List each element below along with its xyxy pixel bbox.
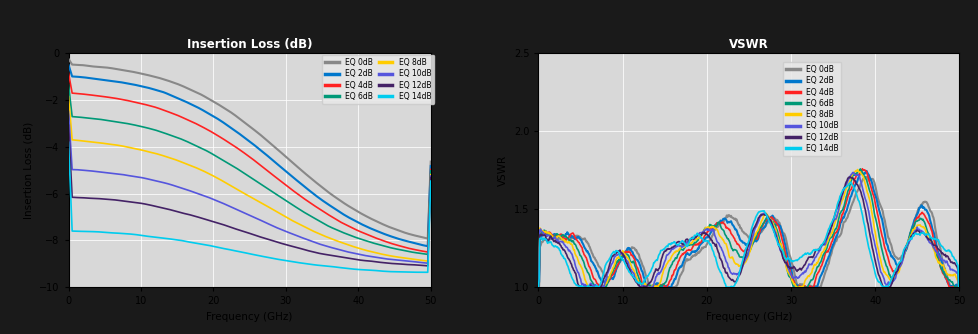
Legend: EQ 0dB, EQ 2dB, EQ 4dB, EQ 6dB, EQ 8dB, EQ 10dB, EQ 12dB, EQ 14dB: EQ 0dB, EQ 2dB, EQ 4dB, EQ 6dB, EQ 8dB, … (322, 55, 433, 104)
Legend: EQ 0dB, EQ 2dB, EQ 4dB, EQ 6dB, EQ 8dB, EQ 10dB, EQ 12dB, EQ 14dB: EQ 0dB, EQ 2dB, EQ 4dB, EQ 6dB, EQ 8dB, … (782, 62, 840, 156)
X-axis label: Frequency (GHz): Frequency (GHz) (705, 312, 791, 322)
Title: Insertion Loss (dB): Insertion Loss (dB) (187, 38, 312, 51)
X-axis label: Frequency (GHz): Frequency (GHz) (206, 312, 292, 322)
Y-axis label: VSWR: VSWR (498, 155, 508, 186)
Title: VSWR: VSWR (729, 38, 768, 51)
Y-axis label: Insertion Loss (dB): Insertion Loss (dB) (23, 122, 33, 219)
